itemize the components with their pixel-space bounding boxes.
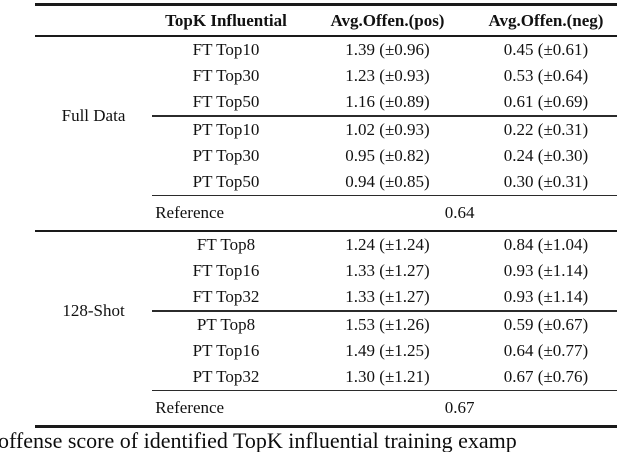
neg-value-cell: 0.45 (±0.61) — [503, 40, 589, 59]
reference-row: Reference 0.64 — [35, 196, 617, 230]
pos-value-cell: 1.16 (±0.89) — [345, 92, 430, 111]
subgroup-divider-rule — [152, 115, 617, 117]
neg-value-cell: 0.53 (±0.64) — [503, 66, 589, 85]
table-row: FT Top8 1.24 (±1.24) 0.84 (±1.04) — [35, 232, 617, 258]
row-label-cell: PT Top50 — [192, 171, 260, 191]
table-row: FT Top10 1.39 (±0.96) 0.45 (±0.61) — [35, 37, 617, 63]
row-label-cell: PT Top10 — [192, 119, 260, 139]
row-label-cell: FT Top10 — [192, 40, 260, 59]
neg-value-cell: 0.93 (±1.14) — [503, 261, 589, 280]
subgroup-divider-rule — [152, 310, 617, 312]
neg-value-cell: 0.67 (±0.76) — [503, 366, 589, 386]
neg-value-cell: 0.24 (±0.30) — [503, 145, 589, 165]
table-row: FT Top30 1.23 (±0.93) 0.53 (±0.64) — [35, 63, 617, 89]
reference-divider-rule — [152, 194, 617, 196]
neg-value-cell: 0.93 (±1.14) — [503, 287, 589, 306]
table-section: Full Data FT Top10 1.39 (±0.96) 0.45 (±0.61… — [35, 37, 617, 195]
row-label-cell: FT Top50 — [192, 92, 260, 111]
table-body: Full Data FT Top10 1.39 (±0.96) 0.45 (±0.61… — [35, 37, 617, 425]
row-label-cell: FT Top30 — [192, 66, 260, 85]
pos-value-cell: 0.95 (±0.82) — [345, 145, 430, 165]
table-row: FT Top16 1.33 (±1.27) 0.93 (±1.14) — [35, 258, 617, 284]
reference-value: 0.67 — [444, 398, 475, 417]
results-table: TopK Influential Avg.Offen.(pos) Avg.Off… — [35, 3, 617, 428]
table-top-rule — [35, 3, 617, 6]
table-caption: offense score of identified TopK influen… — [0, 428, 517, 452]
section-divider-rule — [35, 230, 617, 232]
row-label-cell: FT Top8 — [196, 235, 256, 254]
table-bottom-rule — [35, 425, 617, 428]
table-row: PT Top50 0.94 (±0.85) 0.30 (±0.31) — [35, 169, 617, 195]
header-topk-influential: TopK Influential — [165, 11, 287, 30]
table-row: PT Top32 1.30 (±1.21) 0.67 (±0.76) — [35, 364, 617, 390]
reference-label: Reference — [155, 398, 225, 417]
header-empty-cell — [35, 6, 152, 35]
pos-value-cell: 1.39 (±0.96) — [345, 40, 430, 59]
pos-value-cell: 0.94 (±0.85) — [345, 171, 430, 191]
reference-value: 0.64 — [444, 203, 475, 222]
table-row: PT Top8 1.53 (±1.26) 0.59 (±0.67) — [35, 312, 617, 338]
header-avg-offen-pos: Avg.Offen.(pos) — [330, 11, 445, 30]
pos-value-cell: 1.30 (±1.21) — [345, 366, 430, 386]
row-label-cell: PT Top16 — [192, 340, 260, 360]
table-row: FT Top50 1.16 (±0.89) 0.61 (±0.69) — [35, 89, 617, 115]
row-label-cell: FT Top16 — [192, 261, 260, 280]
table-header-row: TopK Influential Avg.Offen.(pos) Avg.Off… — [35, 6, 617, 35]
pos-value-cell: 1.33 (±1.27) — [345, 287, 430, 306]
pos-value-cell: 1.53 (±1.26) — [345, 314, 430, 334]
group-label: 128-Shot — [62, 300, 125, 320]
table-row: PT Top16 1.49 (±1.25) 0.64 (±0.77) — [35, 338, 617, 364]
row-label-cell: PT Top30 — [192, 145, 260, 165]
row-label-cell: PT Top8 — [196, 314, 256, 334]
group-spacer-cell — [35, 391, 151, 425]
reference-divider-rule — [152, 389, 617, 391]
reference-row: Reference 0.67 — [35, 391, 617, 425]
pos-value-cell: 1.49 (±1.25) — [345, 340, 430, 360]
table-section: 128-Shot FT Top8 1.24 (±1.24) 0.84 (±1.04) F… — [35, 232, 617, 390]
table-header-rule — [35, 35, 617, 37]
group-label: Full Data — [61, 105, 126, 125]
row-label-cell: FT Top32 — [192, 287, 260, 306]
neg-value-cell: 0.64 (±0.77) — [503, 340, 589, 360]
neg-value-cell: 0.59 (±0.67) — [503, 314, 589, 334]
pos-value-cell: 1.23 (±0.93) — [345, 66, 430, 85]
pos-value-cell: 1.02 (±0.93) — [345, 119, 430, 139]
group-spacer-cell — [35, 196, 151, 230]
neg-value-cell: 0.84 (±1.04) — [503, 235, 589, 254]
reference-label: Reference — [155, 203, 225, 222]
neg-value-cell: 0.61 (±0.69) — [503, 92, 589, 111]
pos-value-cell: 1.24 (±1.24) — [345, 235, 430, 254]
header-avg-offen-neg: Avg.Offen.(neg) — [488, 11, 604, 30]
table-row: FT Top32 1.33 (±1.27) 0.93 (±1.14) — [35, 284, 617, 310]
pos-value-cell: 1.33 (±1.27) — [345, 261, 430, 280]
table-row: PT Top10 1.02 (±0.93) 0.22 (±0.31) — [35, 117, 617, 143]
neg-value-cell: 0.22 (±0.31) — [503, 119, 589, 139]
neg-value-cell: 0.30 (±0.31) — [503, 171, 589, 191]
row-label-cell: PT Top32 — [192, 366, 260, 386]
table-row: PT Top30 0.95 (±0.82) 0.24 (±0.30) — [35, 143, 617, 169]
